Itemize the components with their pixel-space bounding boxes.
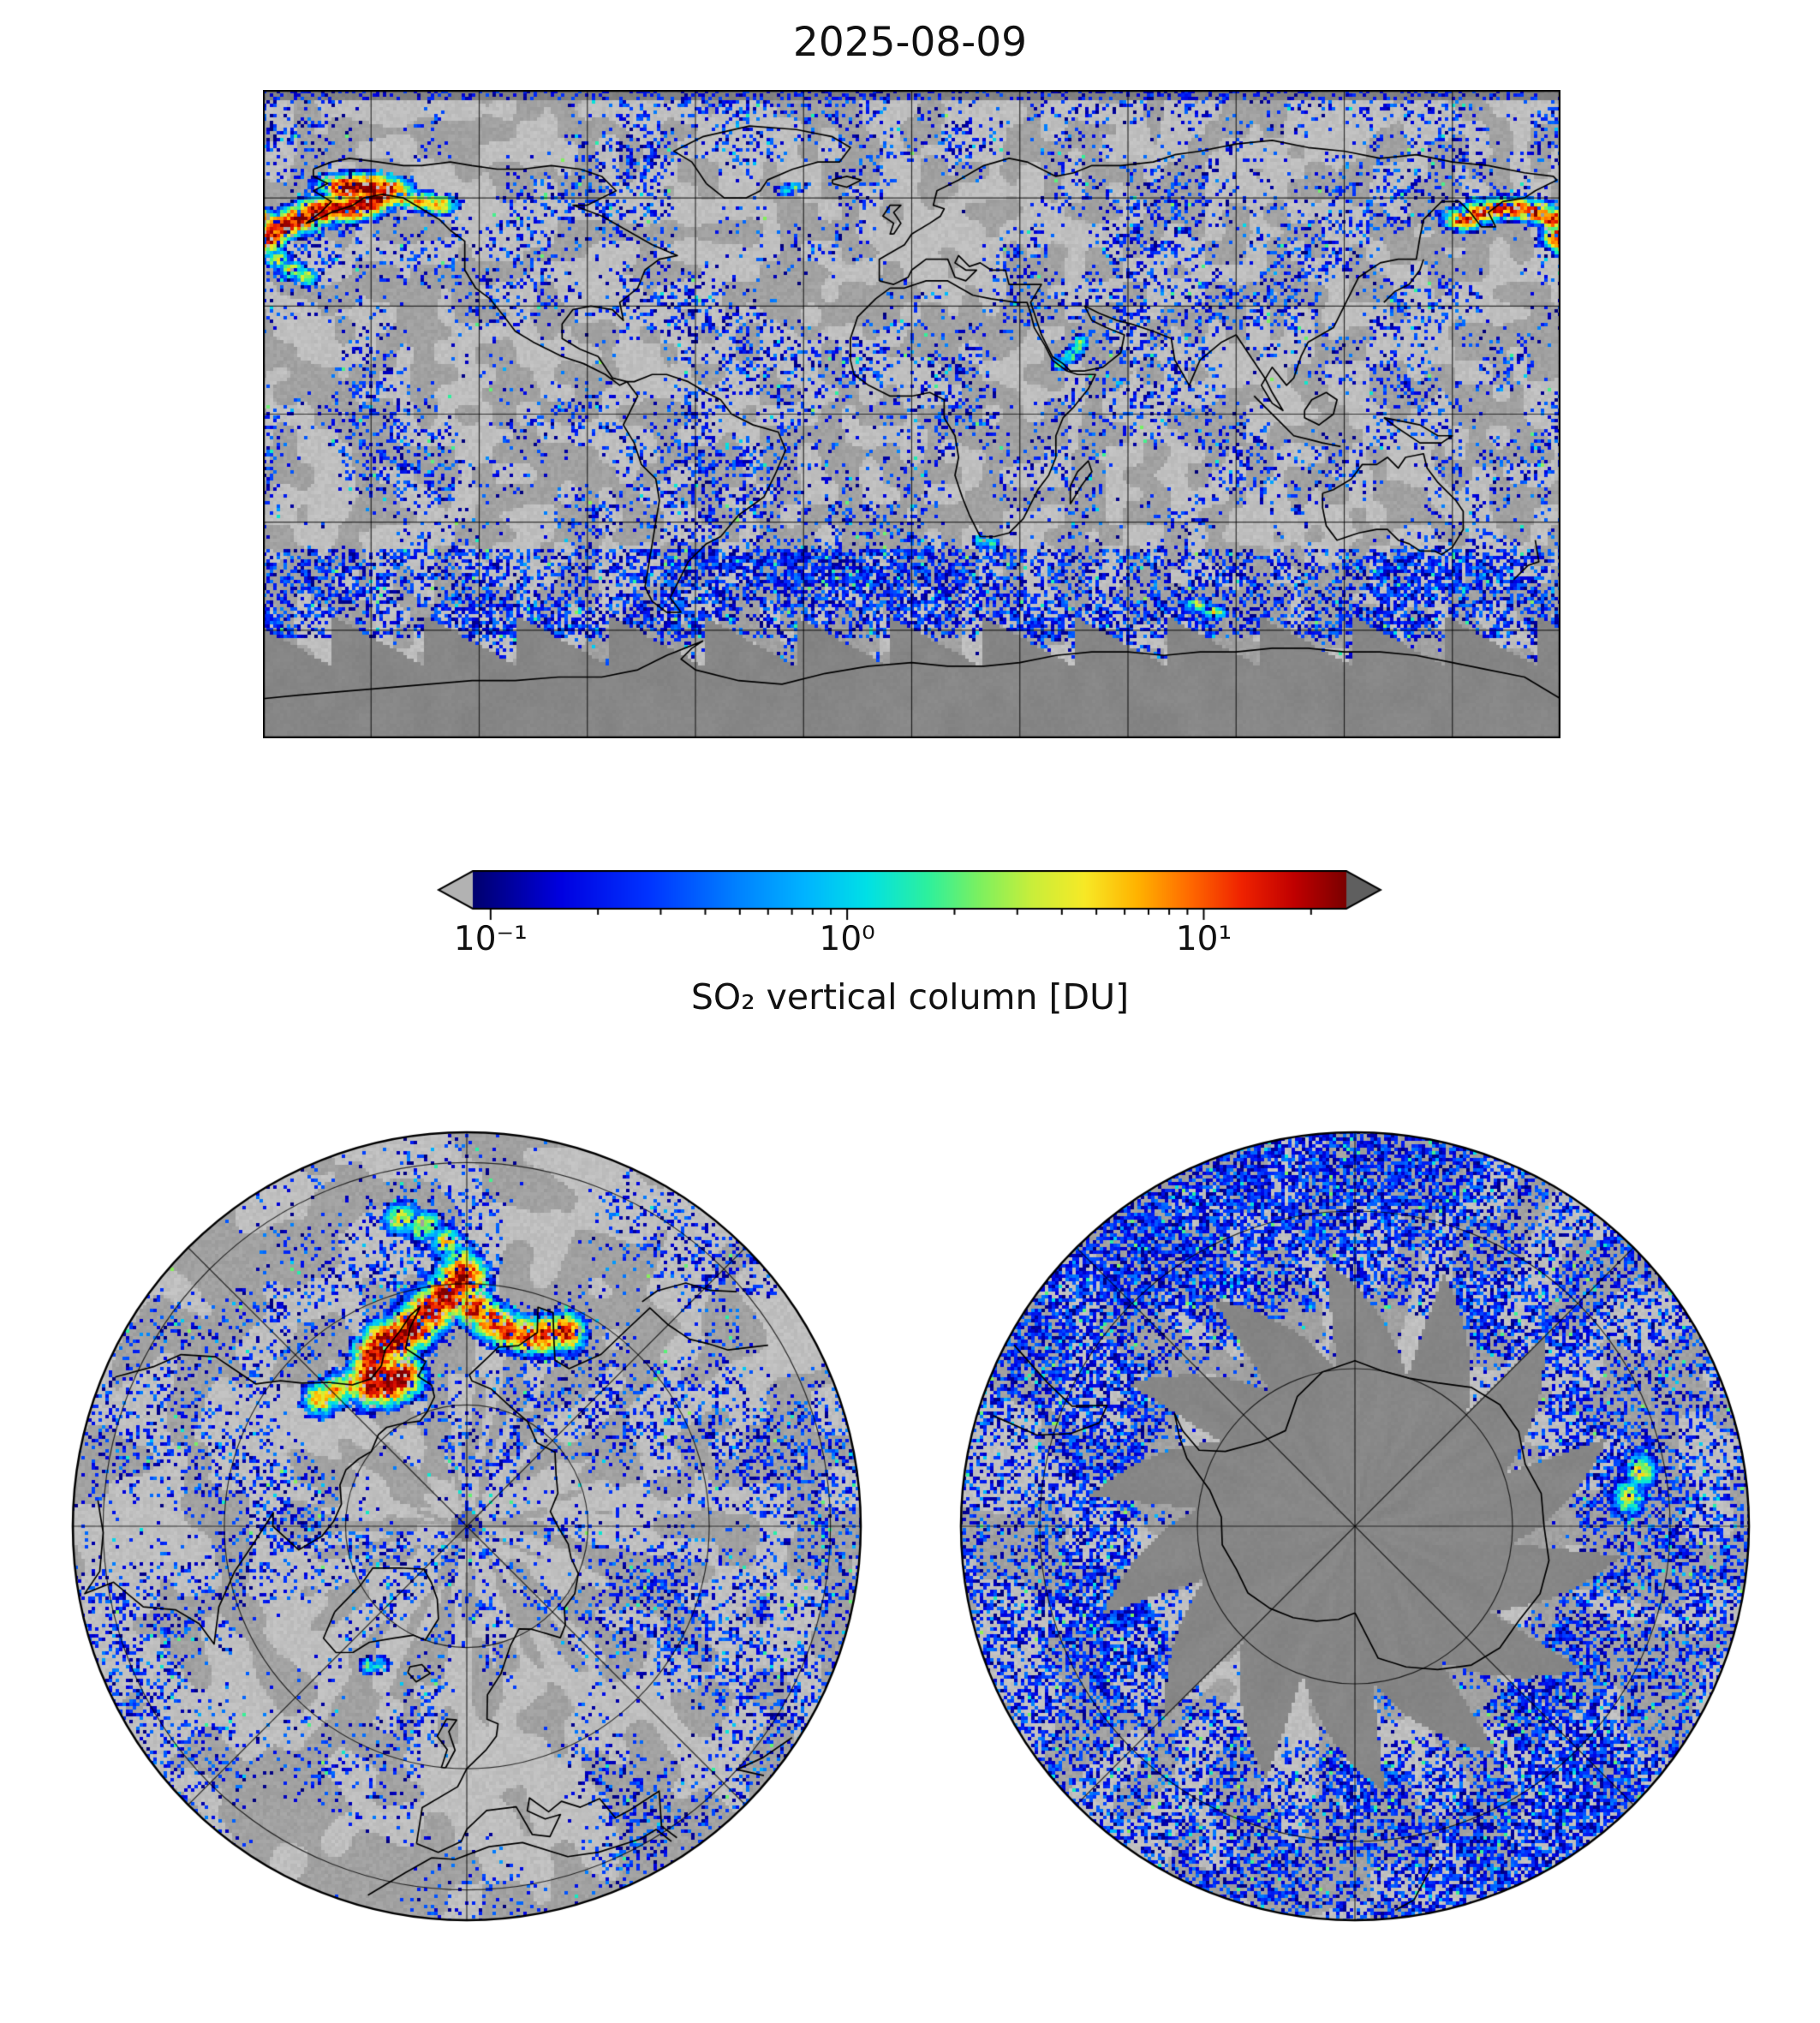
colorbar-tick-1e-1: 10⁻¹: [453, 920, 528, 958]
global-so2-map: [263, 90, 1560, 738]
south-polar-so2-map: [959, 1131, 1751, 1922]
colorbar-gradient: [437, 870, 1382, 922]
figure-title: 2025-08-09: [792, 19, 1028, 66]
colorbar-tick-1e0: 10⁰: [819, 920, 875, 958]
colorbar-label: SO₂ vertical column [DU]: [690, 976, 1130, 1017]
colorbar-tick-1e1: 10¹: [1175, 920, 1232, 958]
north-polar-so2-map: [71, 1131, 862, 1922]
